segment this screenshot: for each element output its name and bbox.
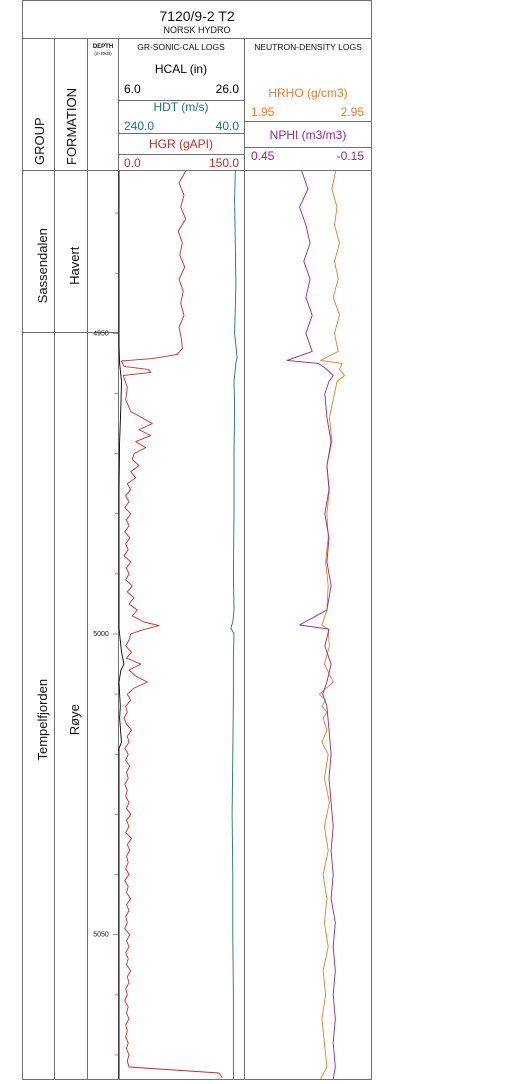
well-title: 7120/9-2 T2: [159, 8, 234, 24]
frame: [22, 0, 372, 1080]
depth-tick-label: 4950: [93, 330, 109, 337]
depth-tick-label: 5050: [93, 932, 109, 939]
depth-tick-label: 5000: [93, 631, 109, 638]
nphi-curve-label: NPHI (m3/m3): [270, 128, 347, 142]
formation-name-roye: Røye: [67, 704, 82, 735]
hrho-curve-label: HRHO (g/cm3): [268, 86, 347, 100]
depth-axis: 4950 5000 5050: [93, 212, 118, 1056]
group-name-tempelfjorden: Tempelfjorden: [35, 679, 50, 761]
group-name-sassendalen: Sassendalen: [35, 228, 50, 303]
track2-title: NEUTRON-DENSITY LOGS: [254, 42, 362, 52]
hrho-scale-left: 1.95: [251, 105, 275, 119]
outer-border: [22, 0, 372, 1080]
hdt-scale-right: 40.0: [216, 119, 240, 133]
hgr-curve: [121, 170, 223, 1079]
hdt-scale-left: 240.0: [124, 119, 154, 133]
hcal-curve: [118, 171, 125, 1079]
nphi-curve: [286, 170, 336, 1080]
nphi-scale-left: 0.45: [251, 149, 275, 163]
depth-unit-label: (m RKB): [94, 51, 112, 56]
log-curves: [118, 170, 345, 1080]
hdt-curve: [230, 170, 238, 1079]
depth-column-title: DEPTH: [93, 44, 113, 50]
hrho-scale-right: 2.95: [341, 105, 365, 119]
operator-name: NORSK HYDRO: [163, 25, 230, 35]
hgr-curve-label: HGR (gAPI): [149, 137, 213, 151]
nphi-scale-right: -0.15: [337, 149, 365, 163]
hcal-curve-label: HCAL (in): [155, 62, 207, 76]
hdt-curve-label: HDT (m/s): [153, 100, 208, 114]
group-column-title: GROUP: [32, 117, 47, 165]
formation-name-havert: Havert: [67, 246, 82, 285]
hcal-scale-right: 26.0: [216, 82, 240, 96]
hrho-curve: [318, 170, 345, 1080]
hcal-scale-left: 6.0: [124, 82, 141, 96]
hgr-scale-left: 0.0: [124, 156, 141, 170]
track1-title: GR-SONIC-CAL LOGS: [137, 42, 225, 52]
formation-column-title: FORMATION: [64, 88, 79, 165]
hgr-scale-right: 150.0: [209, 156, 239, 170]
